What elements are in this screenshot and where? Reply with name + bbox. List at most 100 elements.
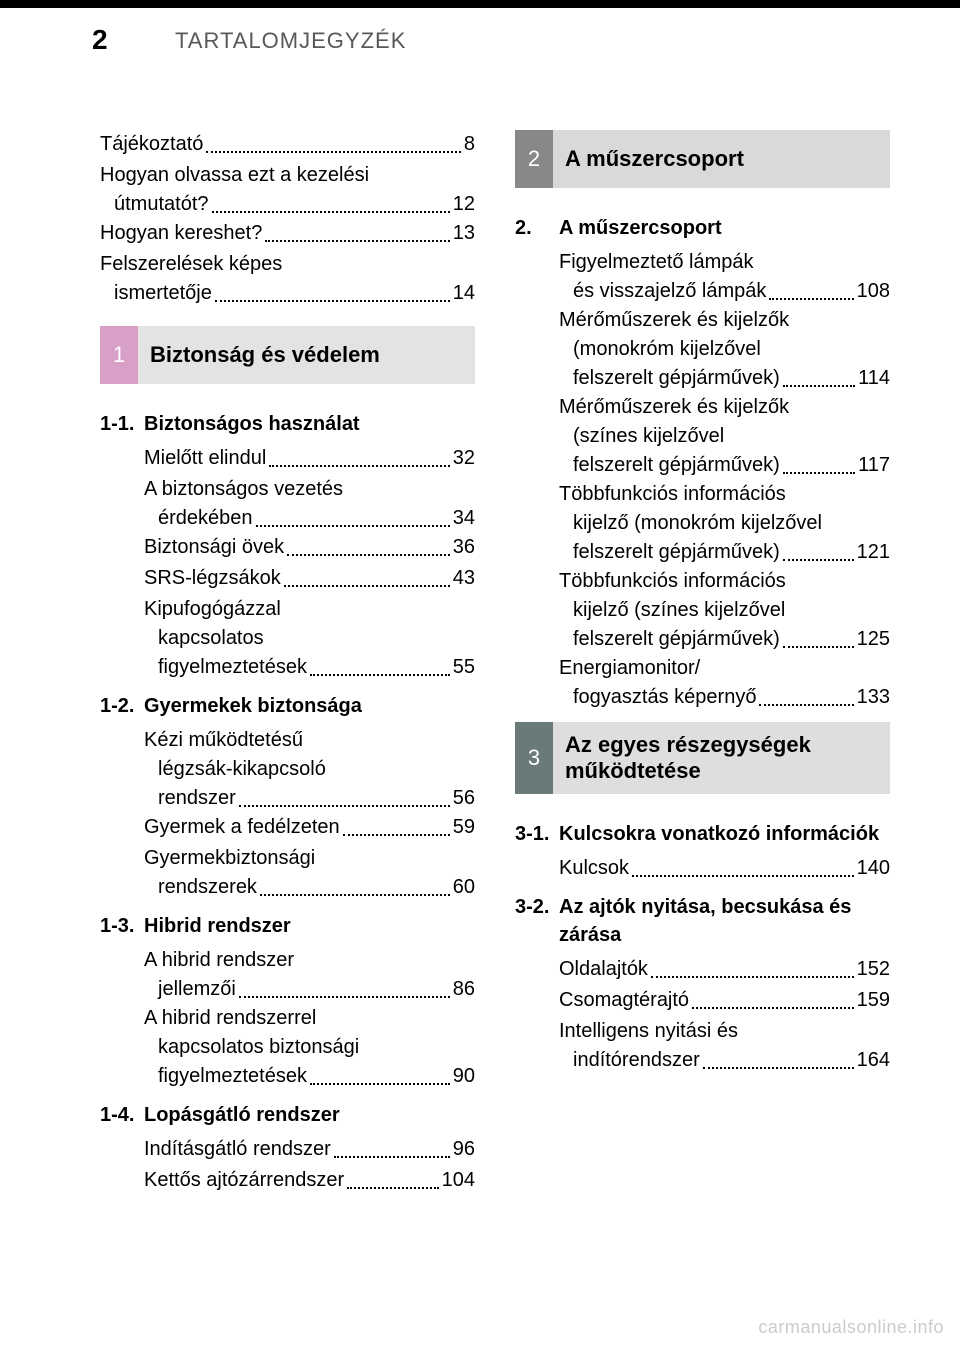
section-number: 1 [100,326,138,384]
subsection-entries: Indításgátló rendszer 96 Kettős ajtózárr… [100,1135,475,1195]
toc-label: Intelligens nyitási és [559,1017,890,1046]
toc-row[interactable]: Mérőműszerek és kijelzők (monokróm kijel… [559,306,890,393]
toc-page: 140 [857,854,890,883]
toc-row[interactable]: Többfunkciós információs kijelző (színes… [559,567,890,654]
intro-block: Tájékoztató 8 Hogyan olvassa ezt a kezel… [100,130,475,308]
toc-label: figyelmeztetések [158,653,307,682]
top-border [0,0,960,8]
leader-dots [212,211,450,213]
leader-dots [632,875,854,877]
leader-dots [783,385,855,387]
toc-label: (színes kijelzővel [559,422,890,451]
toc-row[interactable]: Tájékoztató 8 [100,130,475,159]
toc-page: 133 [857,683,890,712]
section-bar-1[interactable]: 1 Biztonság és védelem [100,326,475,384]
leader-dots [265,240,449,242]
toc-page: 152 [857,955,890,984]
toc-page: 60 [453,873,475,902]
leader-dots [343,834,450,836]
subsection-head: 1-4. Lopásgátló rendszer [100,1101,475,1129]
toc-row[interactable]: Gyermek a fedélzeten 59 [144,813,475,842]
subsection-title: Gyermekek biztonsága [144,692,475,720]
toc-row[interactable]: Többfunkciós információs kijelző (monokr… [559,480,890,567]
section-title: Az egyes részegységek működtetése [553,722,890,794]
subsection: 1-3. Hibrid rendszer A hibrid rendszer j… [100,912,475,1091]
toc-page: 55 [453,653,475,682]
toc-label: Tájékoztató [100,130,203,159]
toc-row[interactable]: Kettős ajtózárrendszer 104 [144,1166,475,1195]
toc-page: 14 [453,279,475,308]
toc-row[interactable]: Indításgátló rendszer 96 [144,1135,475,1164]
section-bar-3[interactable]: 3 Az egyes részegységek működtetése [515,722,890,794]
subsection-entries: Figyelmeztető lámpák és visszajelző lámp… [515,248,890,712]
leader-dots [206,151,460,153]
toc-row[interactable]: Hogyan kereshet? 13 [100,219,475,248]
subsection-title: Biztonságos használat [144,410,475,438]
subsection-number: 3-1. [515,820,559,848]
subsection-head: 1-3. Hibrid rendszer [100,912,475,940]
leader-dots [260,894,450,896]
toc-page: 117 [858,451,890,480]
leader-dots [703,1067,854,1069]
toc-row[interactable]: Gyermekbiztonsági rendszerek 60 [144,844,475,902]
toc-page: 12 [453,190,475,219]
subsection-title: A műszercsoport [559,214,890,242]
leader-dots [769,298,853,300]
left-column: Tájékoztató 8 Hogyan olvassa ezt a kezel… [100,130,475,1292]
toc-row[interactable]: Kipufogógázzal kapcsolatos figyelmezteté… [144,595,475,682]
toc-row[interactable]: A biztonságos vezetés érdekében 34 [144,475,475,533]
toc-row[interactable]: Biztonsági övek 36 [144,533,475,562]
leader-dots [651,976,854,978]
toc-label: indítórendszer [573,1046,700,1075]
toc-label: felszerelt gépjárművek) [573,364,780,393]
page-title: TARTALOMJEGYZÉK [175,28,406,54]
toc-row[interactable]: A hibrid rendszerrel kapcsolatos biztons… [144,1004,475,1091]
toc-row[interactable]: Oldalajtók 152 [559,955,890,984]
leader-dots [759,704,853,706]
toc-label: felszerelt gépjárművek) [573,538,780,567]
toc-page: 86 [453,975,475,1004]
toc-page: 13 [453,219,475,248]
toc-page: 104 [442,1166,475,1195]
subsection-entries: A hibrid rendszer jellemzői 86 A hibrid … [100,946,475,1091]
toc-label: és visszajelző lámpák [573,277,766,306]
toc-label: Mérőműszerek és kijelzők [559,306,890,335]
toc-row[interactable]: Csomagtérajtó 159 [559,986,890,1015]
toc-label: felszerelt gépjárművek) [573,625,780,654]
section-number: 3 [515,722,553,794]
toc-row[interactable]: Kulcsok 140 [559,854,890,883]
subsection-number: 1-2. [100,692,144,720]
toc-page: 59 [453,813,475,842]
subsection-number: 1-4. [100,1101,144,1129]
leader-dots [215,300,450,302]
toc-label: útmutatót? [114,190,209,219]
toc-row[interactable]: Mérőműszerek és kijelzők (színes kijelző… [559,393,890,480]
subsection-entries: Mielőtt elindul 32 A biztonságos vezetés… [100,444,475,682]
content-area: Tájékoztató 8 Hogyan olvassa ezt a kezel… [100,130,890,1292]
toc-page: 159 [857,986,890,1015]
leader-dots [310,1083,450,1085]
toc-label: Energiamonitor/ [559,654,890,683]
leader-dots [287,554,450,556]
toc-row[interactable]: A hibrid rendszer jellemzői 86 [144,946,475,1004]
toc-row[interactable]: Intelligens nyitási és indítórendszer 16… [559,1017,890,1075]
toc-row[interactable]: SRS-légzsákok 43 [144,564,475,593]
toc-row[interactable]: Figyelmeztető lámpák és visszajelző lámp… [559,248,890,306]
toc-page: 164 [857,1046,890,1075]
subsection: 1-2. Gyermekek biztonsága Kézi működteté… [100,692,475,902]
toc-row[interactable]: Kézi működtetésű légzsák-kikapcsoló rend… [144,726,475,813]
toc-label: Figyelmeztető lámpák [559,248,890,277]
section-bar-2[interactable]: 2 A műszercsoport [515,130,890,188]
leader-dots [783,559,854,561]
leader-dots [284,585,450,587]
toc-label: Hogyan kereshet? [100,219,262,248]
toc-row[interactable]: Felszerelések képes ismertetője 14 [100,250,475,308]
toc-row[interactable]: Hogyan olvassa ezt a kezelési útmutatót?… [100,161,475,219]
toc-page: 32 [453,444,475,473]
toc-row[interactable]: Energiamonitor/ fogyasztás képernyő 133 [559,654,890,712]
toc-page: 114 [858,364,890,393]
leader-dots [334,1156,450,1158]
toc-page: 56 [453,784,475,813]
toc-row[interactable]: Mielőtt elindul 32 [144,444,475,473]
toc-label: Gyermek a fedélzeten [144,813,340,842]
